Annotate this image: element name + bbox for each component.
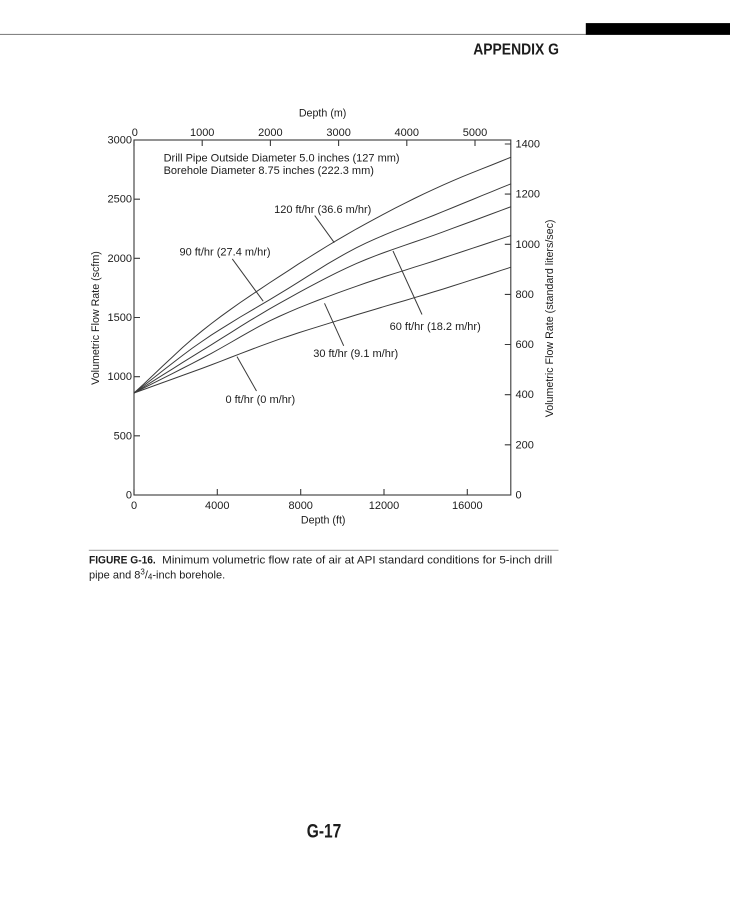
- svg-text:Volumetric Flow Rate (standard: Volumetric Flow Rate (standard liters/se…: [544, 220, 556, 418]
- svg-text:3000: 3000: [326, 127, 350, 139]
- svg-text:8000: 8000: [288, 500, 312, 512]
- svg-text:5000: 5000: [463, 127, 487, 139]
- svg-text:APPENDIX G: APPENDIX G: [473, 40, 559, 58]
- svg-text:800: 800: [516, 289, 534, 301]
- svg-text:0: 0: [516, 490, 522, 502]
- svg-text:Borehole Diameter 8.75 inches: Borehole Diameter 8.75 inches (222.3 mm): [164, 165, 374, 177]
- svg-text:1500: 1500: [108, 312, 132, 324]
- svg-text:500: 500: [114, 430, 132, 442]
- svg-text:90 ft/hr (27.4 m/hr): 90 ft/hr (27.4 m/hr): [179, 247, 270, 259]
- svg-text:1200: 1200: [516, 189, 540, 201]
- svg-text:FIGURE G-16.: FIGURE G-16.: [89, 554, 156, 567]
- svg-text:200: 200: [516, 439, 534, 451]
- svg-text:1400: 1400: [516, 139, 540, 151]
- svg-text:Depth (m): Depth (m): [299, 108, 347, 120]
- svg-text:600: 600: [516, 339, 534, 351]
- svg-text:0: 0: [126, 490, 132, 502]
- svg-text:0 ft/hr (0 m/hr): 0 ft/hr (0 m/hr): [225, 394, 295, 406]
- svg-text:1000: 1000: [108, 371, 132, 383]
- svg-text:120 ft/hr (36.6 m/hr): 120 ft/hr (36.6 m/hr): [274, 204, 371, 216]
- svg-text:60 ft/hr (18.2 m/hr): 60 ft/hr (18.2 m/hr): [390, 321, 481, 333]
- svg-text:Depth (ft): Depth (ft): [301, 515, 346, 527]
- svg-text:2000: 2000: [108, 253, 132, 265]
- svg-text:1000: 1000: [516, 239, 540, 251]
- svg-text:G-17: G-17: [307, 820, 342, 842]
- svg-text:2500: 2500: [108, 194, 132, 206]
- svg-text:pipe and 83/4-inch borehole.: pipe and 83/4-inch borehole.: [89, 568, 225, 582]
- svg-text:Volumetric Flow Rate (scfm): Volumetric Flow Rate (scfm): [90, 251, 102, 385]
- svg-text:0: 0: [132, 127, 138, 139]
- svg-text:Drill Pipe Outside Diameter 5.: Drill Pipe Outside Diameter 5.0 inches (…: [164, 153, 400, 165]
- svg-text:16000: 16000: [452, 500, 483, 512]
- svg-text:12000: 12000: [369, 500, 400, 512]
- svg-text:2000: 2000: [258, 127, 282, 139]
- svg-text:3000: 3000: [108, 135, 132, 147]
- svg-text:0: 0: [131, 500, 137, 512]
- svg-text:4000: 4000: [395, 127, 419, 139]
- svg-text:Minimum volumetric flow rate o: Minimum volumetric flow rate of air at A…: [162, 555, 552, 567]
- svg-text:400: 400: [516, 389, 534, 401]
- svg-text:1000: 1000: [190, 127, 214, 139]
- svg-text:30 ft/hr (9.1 m/hr): 30 ft/hr (9.1 m/hr): [313, 348, 398, 360]
- svg-text:4000: 4000: [205, 500, 229, 512]
